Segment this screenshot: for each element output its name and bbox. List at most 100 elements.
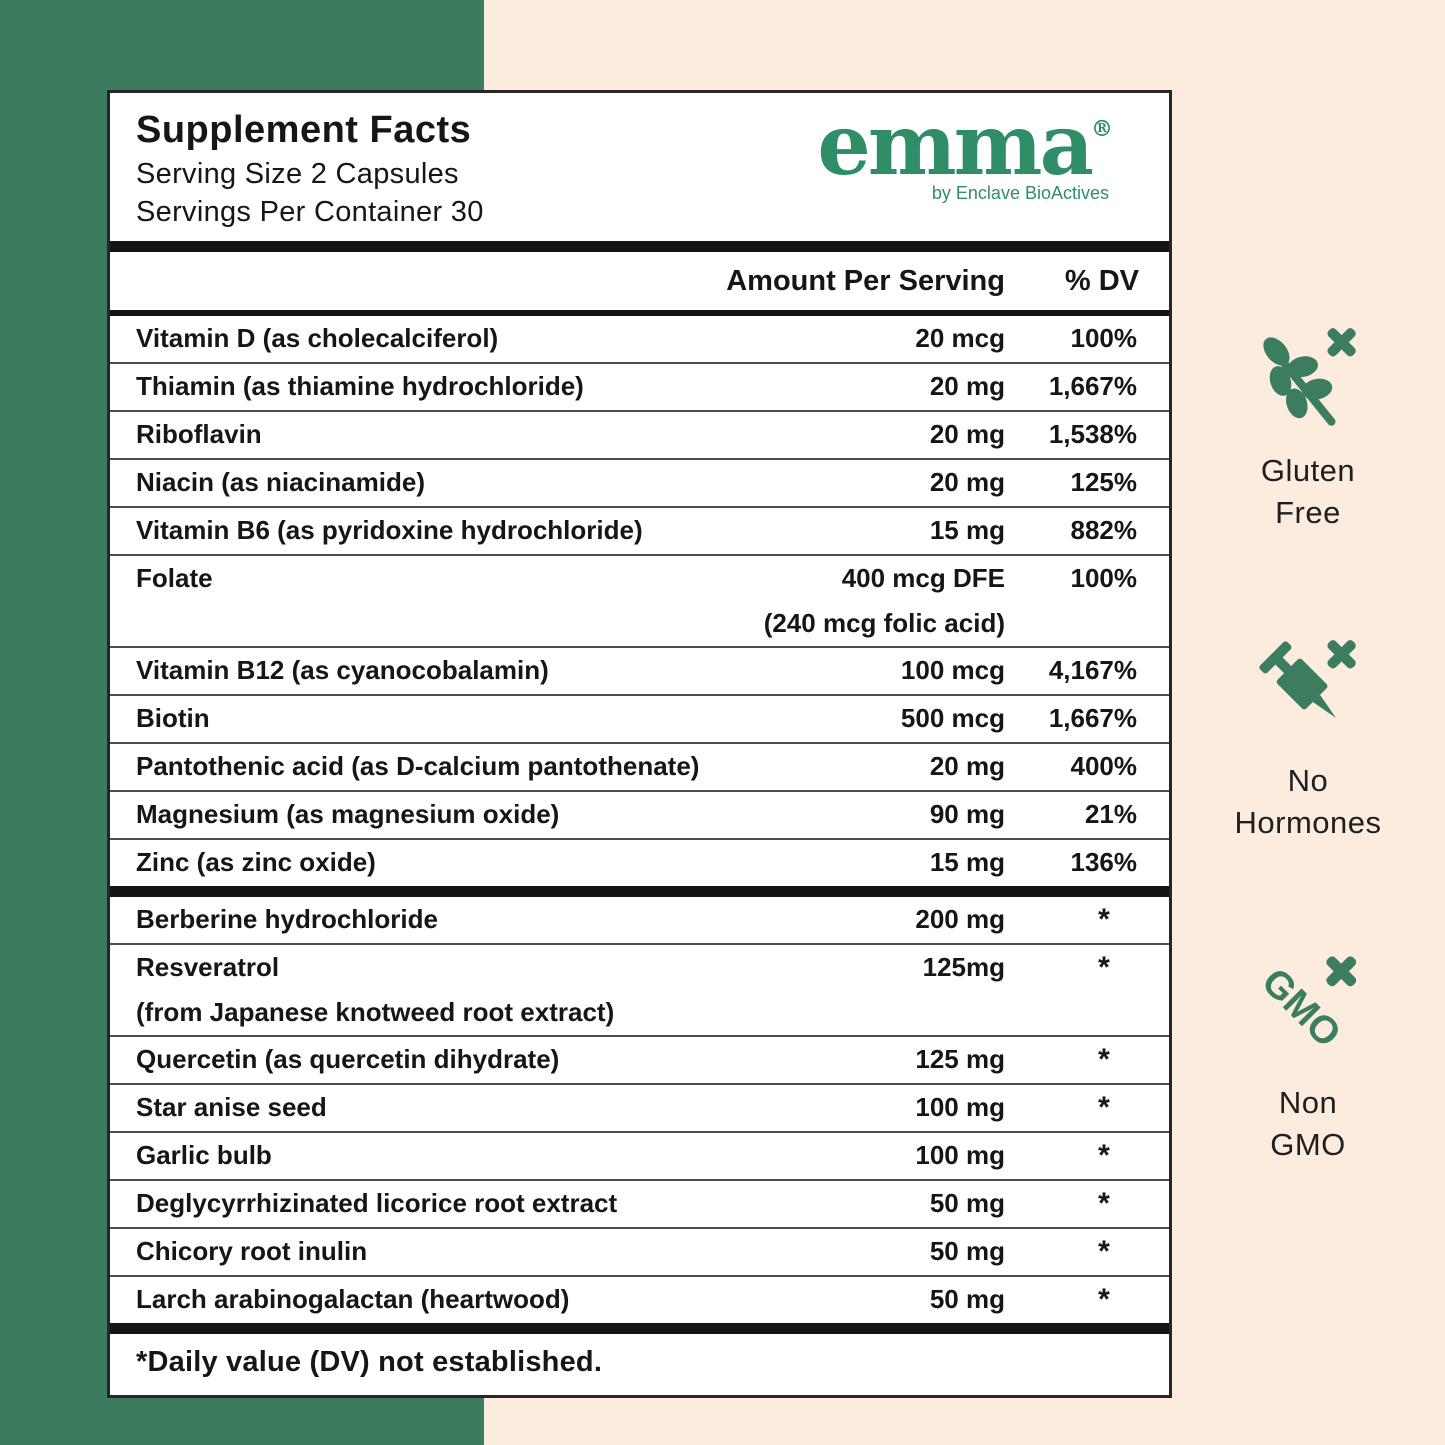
table-row: Quercetin (as quercetin dihydrate) 125 mg… (110, 1034, 1169, 1083)
table-row: Chicory root inulin 50 mg * (110, 1226, 1169, 1275)
serving-size-line: Serving Size 2 Capsules (136, 157, 459, 190)
badge-label-line: Free (1275, 495, 1341, 530)
nutrient-name: Star anise seed (136, 1092, 327, 1123)
badge-label-line: No (1287, 763, 1329, 798)
nutrient-name: Zinc (as zinc oxide) (136, 847, 376, 878)
nutrient-amount: 125mg (922, 952, 1005, 983)
nutrient-dv: 4,167% (1048, 655, 1137, 686)
table-row-line: Zinc (as zinc oxide) 15 mg 136% (110, 840, 1169, 886)
column-header-amount: Amount Per Serving (726, 264, 1005, 297)
nutrient-dv: * (1098, 1282, 1110, 1316)
badge-label-no-hormones: No Hormones (1235, 760, 1382, 844)
badge-label-non-gmo: Non GMO (1270, 1082, 1346, 1166)
nutrient-note: (240 mcg folic acid) (763, 608, 1005, 639)
wheat-crossed-icon (1263, 328, 1356, 426)
nutrient-dv: * (1098, 950, 1110, 984)
nutrient-dv: * (1098, 902, 1110, 936)
nutrient-dv: 136% (1070, 847, 1138, 878)
table-row: Garlic bulb 100 mg * (110, 1130, 1169, 1179)
table-row: Niacin (as niacinamide) 20 mg 125% (110, 457, 1169, 506)
supplement-facts-panel: Supplement Facts Serving Size 2 Capsules… (107, 90, 1172, 1398)
nutrient-name: Folate (136, 563, 213, 594)
table-row: Deglycyrrhizinated licorice root extract… (110, 1178, 1169, 1227)
table-row-line: Folate 400 mcg DFE 100% (110, 556, 1169, 602)
nutrient-amount: 90 mg (929, 799, 1005, 830)
badge-label-line: Non (1278, 1085, 1338, 1120)
nutrient-amount: 20 mg (929, 419, 1005, 450)
table-row-line: Riboflavin 20 mg 1,538% (110, 412, 1169, 458)
nutrient-name: Garlic bulb (136, 1140, 272, 1171)
x-mark-icon (1327, 328, 1356, 357)
nutrient-name: Vitamin D (as cholecalciferol) (136, 323, 499, 354)
table-row: Riboflavin 20 mg 1,538% (110, 409, 1169, 458)
panel-header: Supplement Facts Serving Size 2 Capsules… (110, 93, 1169, 241)
column-header-dv: % DV (1064, 264, 1139, 297)
nutrient-name: Thiamin (as thiamine hydrochloride) (136, 371, 584, 402)
nutrient-dv: 100% (1070, 563, 1138, 594)
nutrient-dv: 21% (1084, 799, 1137, 830)
gmo-crossed-icon: GMO (1253, 956, 1357, 1056)
table-row: Folate 400 mcg DFE 100% (240 mcg folic acid… (110, 553, 1169, 646)
table-row: Star anise seed 100 mg * (110, 1082, 1169, 1131)
nutrient-dv: 1,538% (1048, 419, 1137, 450)
table-row-line: Star anise seed 100 mg * (110, 1085, 1169, 1131)
table-row: Thiamin (as thiamine hydrochloride) 20 mg… (110, 361, 1169, 410)
nutrient-name: Berberine hydrochloride (136, 904, 438, 935)
column-header-row: Amount Per Serving % DV (110, 252, 1169, 310)
nutrient-name: Resveratrol (136, 952, 280, 983)
nutrient-amount: 100 mcg (900, 655, 1005, 686)
nutrient-amount: 50 mg (929, 1284, 1005, 1315)
nutrient-name: Pantothenic acid (as D-calcium pantothen… (136, 751, 700, 782)
nutrient-dv: 400% (1070, 751, 1138, 782)
servings-per-container-line: Servings Per Container 30 (136, 195, 484, 228)
table-row: Larch arabinogalactan (heartwood) 50 mg * (110, 1274, 1169, 1323)
nutrients-table: Vitamin D (as cholecalciferol) 20 mcg 100%… (110, 316, 1169, 886)
nutrient-dv: 100% (1070, 323, 1138, 354)
nutrient-amount: 500 mcg (900, 703, 1005, 734)
nutrient-dv: 1,667% (1048, 703, 1137, 734)
table-row-line: Vitamin B12 (as cyanocobalamin) 100 mcg 4,… (110, 648, 1169, 694)
table-row: Resveratrol 125mg * (from Japanese knotweed… (110, 942, 1169, 1035)
nutrient-amount: 50 mg (929, 1236, 1005, 1267)
botanicals-table: Berberine hydrochloride 200 mg * Resveratro… (110, 897, 1169, 1323)
nutrient-name: Chicory root inulin (136, 1236, 368, 1267)
badge-label-gluten-free: Gluten Free (1261, 450, 1355, 534)
table-row-line: Biotin 500 mcg 1,667% (110, 696, 1169, 742)
table-row-line: Niacin (as niacinamide) 20 mg 125% (110, 460, 1169, 506)
nutrient-name: Larch arabinogalactan (heartwood) (136, 1284, 570, 1315)
panel-title: Supplement Facts (136, 109, 472, 151)
divider-medium (110, 309, 1169, 316)
table-row-line: Quercetin (as quercetin dihydrate) 125 mg… (110, 1037, 1169, 1083)
nutrient-dv: 125% (1070, 467, 1138, 498)
table-row-line: Chicory root inulin 50 mg * (110, 1229, 1169, 1275)
nutrient-name: Vitamin B12 (as cyanocobalamin) (136, 655, 549, 686)
nutrient-dv: * (1098, 1186, 1110, 1220)
table-row-line: Resveratrol 125mg * (110, 945, 1169, 991)
table-row-line: Deglycyrrhizinated licorice root extract… (110, 1181, 1169, 1227)
table-row-line: Vitamin B6 (as pyridoxine hydrochloride)… (110, 508, 1169, 554)
nutrient-amount: 20 mcg (915, 323, 1005, 354)
table-row: Berberine hydrochloride 200 mg * (110, 897, 1169, 943)
brand-tagline: by Enclave BioActives (931, 182, 1109, 203)
brand-logo: emma® by Enclave BioActives (817, 103, 1113, 204)
divider-thick (110, 240, 1169, 252)
brand-wordmark: emma® (817, 103, 1113, 187)
nutrient-name: Biotin (136, 703, 210, 734)
badge-label-line: Hormones (1234, 805, 1382, 840)
nutrient-dv: * (1098, 1138, 1110, 1172)
nutrient-amount: 50 mg (929, 1188, 1005, 1219)
nutrient-name: Vitamin B6 (as pyridoxine hydrochloride) (136, 515, 643, 546)
nutrient-amount: 100 mg (915, 1140, 1005, 1171)
nutrient-name: Niacin (as niacinamide) (136, 467, 425, 498)
badge-label-line: Gluten (1260, 453, 1356, 488)
nutrient-amount: 200 mg (915, 904, 1005, 935)
table-row-line: Larch arabinogalactan (heartwood) 50 mg * (110, 1277, 1169, 1323)
table-row: Vitamin B6 (as pyridoxine hydrochloride)… (110, 505, 1169, 554)
nutrient-amount: 15 mg (929, 847, 1005, 878)
nutrient-amount: 20 mg (929, 371, 1005, 402)
nutrient-dv: 882% (1070, 515, 1138, 546)
divider-thick (110, 1322, 1169, 1334)
nutrient-dv: * (1098, 1234, 1110, 1268)
nutrient-amount: 100 mg (915, 1092, 1005, 1123)
table-row-line: Vitamin D (as cholecalciferol) 20 mcg 100% (110, 316, 1169, 362)
